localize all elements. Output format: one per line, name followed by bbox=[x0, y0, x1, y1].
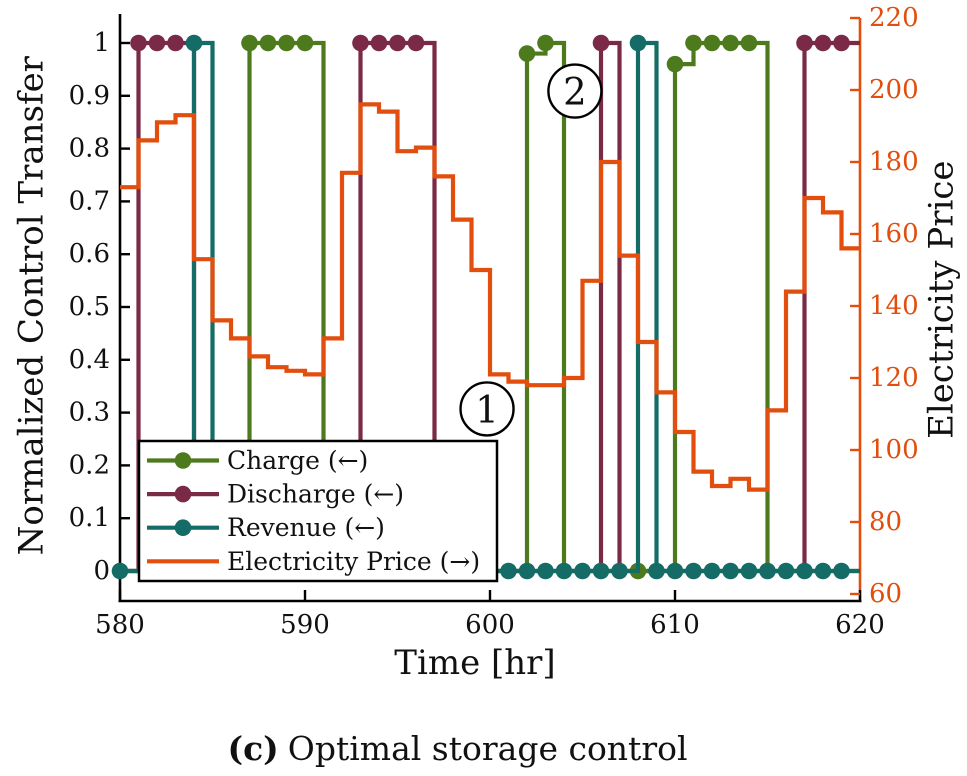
right-tick-label: 80 bbox=[869, 507, 902, 537]
charge-marker bbox=[740, 34, 758, 52]
revenue-marker bbox=[722, 562, 739, 580]
discharge-marker bbox=[796, 34, 813, 52]
left-tick-label: 0.4 bbox=[69, 345, 110, 375]
revenue-marker bbox=[703, 562, 721, 580]
x-axis-label: Time [hr] bbox=[394, 643, 556, 683]
right-tick-label: 140 bbox=[869, 291, 919, 321]
figure-caption: (c) Optimal storage control bbox=[0, 729, 915, 768]
charge-marker bbox=[241, 34, 258, 52]
discharge-marker bbox=[814, 34, 832, 52]
discharge-marker bbox=[148, 34, 166, 52]
series-price-line bbox=[120, 102, 860, 492]
annotation-1 bbox=[459, 381, 515, 437]
charge-marker bbox=[259, 34, 277, 52]
charge-marker bbox=[666, 55, 684, 73]
legend-label: Discharge (←) bbox=[227, 480, 404, 509]
right-tick-label: 100 bbox=[869, 435, 919, 465]
caption-text: Optimal storage control bbox=[287, 729, 688, 768]
x-tick-label: 620 bbox=[835, 610, 885, 640]
revenue-marker bbox=[666, 562, 684, 580]
right-tick-label: 180 bbox=[869, 147, 919, 177]
legend-entry-revenue: Revenue (←) bbox=[147, 513, 385, 542]
discharge-marker bbox=[130, 34, 147, 52]
x-tick-label: 590 bbox=[280, 610, 330, 640]
revenue-marker bbox=[537, 562, 554, 580]
revenue-marker bbox=[555, 562, 573, 580]
discharge-marker bbox=[352, 34, 369, 52]
annotation-label-1: 1 bbox=[475, 388, 499, 431]
legend-entry-price: Electricity Price (→) bbox=[147, 547, 480, 576]
legend-box bbox=[137, 439, 499, 583]
legend-entry-discharge: Discharge (←) bbox=[147, 480, 404, 509]
revenue-marker bbox=[648, 562, 665, 580]
right-tick-label: 160 bbox=[869, 219, 919, 249]
legend-label: Revenue (←) bbox=[227, 513, 385, 542]
charge-marker bbox=[518, 45, 536, 62]
axes bbox=[118, 14, 862, 603]
revenue-marker bbox=[611, 562, 628, 580]
discharge-marker bbox=[370, 34, 388, 52]
discharge-marker bbox=[389, 34, 406, 52]
annotation-label-2: 2 bbox=[563, 71, 587, 114]
discharge-marker bbox=[167, 34, 184, 52]
revenue-marker bbox=[574, 562, 591, 580]
annotation-circle-2 bbox=[547, 63, 603, 119]
right-tick-label: 220 bbox=[869, 3, 919, 33]
discharge-marker bbox=[592, 34, 610, 52]
charge-marker bbox=[537, 34, 554, 52]
charge-marker bbox=[722, 34, 739, 52]
annotation-2 bbox=[547, 63, 603, 119]
right-tick-label: 200 bbox=[869, 75, 919, 105]
right-axis-label: Electricity Price bbox=[921, 160, 962, 439]
revenue-marker bbox=[759, 562, 776, 580]
left-tick-label: 0.7 bbox=[69, 186, 110, 216]
left-axis-label: Normalized Control Transfer bbox=[11, 56, 52, 556]
legend-marker-sample bbox=[174, 519, 192, 536]
revenue-marker bbox=[796, 562, 813, 580]
left-tick-label: 0.2 bbox=[69, 450, 110, 480]
discharge-marker bbox=[407, 34, 425, 52]
revenue-marker bbox=[111, 562, 129, 580]
charge-marker bbox=[296, 34, 314, 52]
revenue-marker bbox=[685, 562, 702, 580]
revenue-marker bbox=[814, 562, 832, 580]
charge-marker bbox=[685, 34, 702, 52]
x-tick-label: 610 bbox=[650, 610, 700, 640]
series-price bbox=[120, 102, 860, 492]
revenue-marker bbox=[518, 562, 536, 580]
revenue-marker bbox=[592, 562, 610, 580]
revenue-marker bbox=[740, 562, 758, 580]
charge-marker bbox=[278, 34, 295, 52]
revenue-marker bbox=[629, 34, 647, 52]
legend-entry-charge: Charge (←) bbox=[147, 446, 368, 475]
left-tick-label: 0.6 bbox=[69, 239, 110, 269]
left-tick-label: 0.8 bbox=[69, 134, 110, 164]
legend-marker-sample bbox=[174, 452, 192, 469]
legend: Charge (←) Discharge (←) Revenue (←) Electr… bbox=[137, 439, 499, 583]
right-tick-label: 120 bbox=[869, 363, 919, 393]
x-tick-label: 600 bbox=[465, 610, 515, 640]
left-tick-label: 0.3 bbox=[69, 398, 110, 428]
legend-marker-sample bbox=[174, 485, 192, 503]
charge-marker bbox=[703, 34, 721, 52]
revenue-marker bbox=[833, 562, 850, 580]
left-tick-label: 1 bbox=[93, 28, 110, 58]
revenue-marker bbox=[500, 562, 517, 580]
annotation-circle-1 bbox=[459, 381, 515, 437]
legend-label: Electricity Price (→) bbox=[227, 547, 480, 576]
left-tick-label: 0 bbox=[93, 556, 110, 586]
discharge-marker bbox=[833, 34, 850, 52]
caption-prefix: (c) bbox=[227, 729, 279, 768]
revenue-marker bbox=[777, 562, 795, 580]
left-tick-label: 0.1 bbox=[69, 503, 110, 533]
x-tick-label: 580 bbox=[95, 610, 145, 640]
left-tick-label: 0.9 bbox=[69, 81, 110, 111]
right-tick-label: 60 bbox=[869, 579, 902, 609]
legend-label: Charge (←) bbox=[227, 446, 368, 475]
left-tick-label: 0.5 bbox=[69, 292, 110, 322]
revenue-marker bbox=[185, 34, 203, 52]
